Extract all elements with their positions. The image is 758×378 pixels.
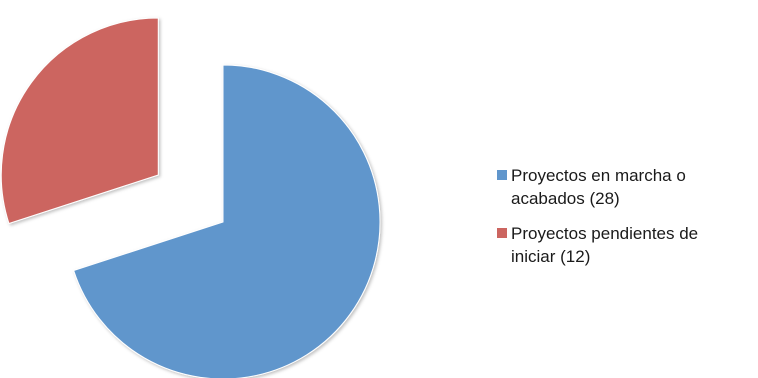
chart-legend: Proyectos en marcha o acabados (28) Proy… [497,164,755,280]
legend-label-en-marcha: Proyectos en marcha o acabados (28) [511,166,686,208]
legend-label-pendientes: Proyectos pendientes de iniciar (12) [511,224,699,266]
legend-item-pendientes: Proyectos pendientes de iniciar (12) [497,222,755,268]
legend-swatch-pendientes [497,228,507,238]
pie-slice-pendientes [0,17,159,225]
pie-slice-en-marcha [73,64,381,378]
legend-swatch-en-marcha [497,170,507,180]
legend-item-en-marcha: Proyectos en marcha o acabados (28) [497,164,755,210]
